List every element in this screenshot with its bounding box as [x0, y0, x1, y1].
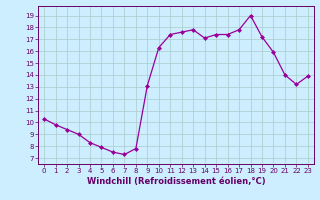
X-axis label: Windchill (Refroidissement éolien,°C): Windchill (Refroidissement éolien,°C) — [87, 177, 265, 186]
